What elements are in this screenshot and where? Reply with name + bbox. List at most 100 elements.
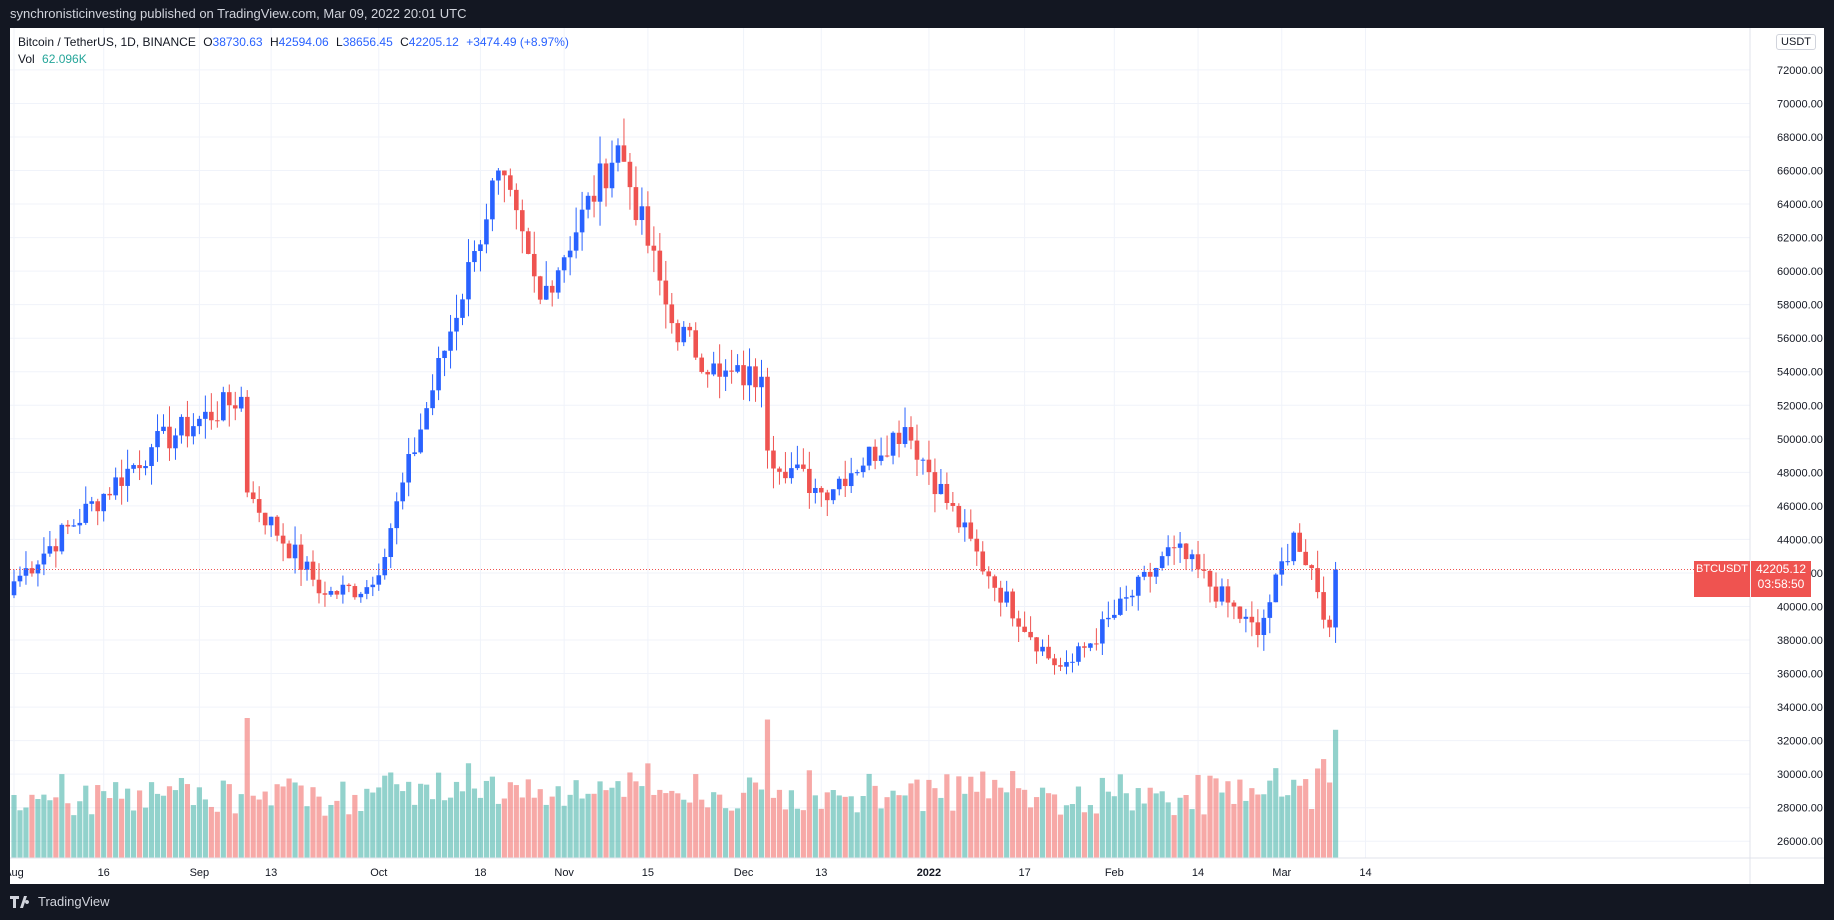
candle-body bbox=[107, 493, 112, 496]
candle-body bbox=[639, 206, 645, 221]
candle-body bbox=[627, 161, 633, 188]
candle-body bbox=[185, 416, 190, 437]
candle-body bbox=[723, 370, 728, 377]
candle-body bbox=[717, 363, 722, 377]
candle-body bbox=[256, 499, 262, 513]
candle-body bbox=[956, 505, 962, 528]
tradingview-logo[interactable]: TradingView bbox=[10, 894, 110, 909]
candle-body bbox=[1112, 614, 1117, 618]
currency-badge[interactable]: USDT bbox=[1776, 34, 1816, 50]
candle-body bbox=[735, 365, 740, 372]
candle-body bbox=[1028, 631, 1033, 638]
candle-body bbox=[645, 206, 651, 246]
legend-change: +3474.49 (+8.97%) bbox=[466, 35, 569, 49]
volume-bar bbox=[1141, 803, 1147, 858]
volume-bar bbox=[1039, 787, 1046, 858]
candle-body bbox=[1040, 646, 1045, 652]
volume-bar bbox=[1285, 795, 1291, 858]
candle-body bbox=[795, 464, 800, 469]
candle-body bbox=[1046, 646, 1051, 659]
candle-body bbox=[968, 522, 974, 539]
candle-body bbox=[543, 285, 549, 300]
volume-bar bbox=[597, 781, 603, 858]
candle-body bbox=[1195, 554, 1201, 570]
volume-bar bbox=[968, 776, 974, 858]
candle-body bbox=[777, 468, 782, 472]
volume-bar bbox=[495, 803, 501, 858]
candle-body bbox=[705, 371, 710, 375]
volume-bar bbox=[1147, 787, 1153, 858]
legend-h-label: H bbox=[269, 35, 279, 49]
candle-body bbox=[1249, 616, 1255, 623]
candle-body bbox=[657, 250, 663, 281]
candle-body bbox=[1291, 532, 1297, 562]
volume-bar bbox=[543, 804, 549, 858]
candle-body bbox=[238, 396, 244, 409]
candle-body bbox=[496, 170, 501, 181]
time-tick-label: 17 bbox=[1018, 867, 1030, 879]
candle-body bbox=[1141, 571, 1147, 577]
time-tick-label: 18 bbox=[474, 867, 486, 879]
legend-ohlc-row: Bitcoin / TetherUS, 1D, BINANCE O38730.6… bbox=[18, 34, 569, 51]
price-tick-label: 66000.00 bbox=[1777, 166, 1823, 178]
volume-bar bbox=[406, 781, 412, 858]
price-tick-label: 52000.00 bbox=[1777, 400, 1823, 412]
volume-bar bbox=[734, 808, 741, 858]
candle-body bbox=[819, 487, 824, 493]
volume-bar bbox=[1327, 782, 1333, 858]
time-tick-label: Sep bbox=[190, 867, 210, 879]
candle-body bbox=[1225, 586, 1231, 603]
candle-body bbox=[675, 323, 681, 343]
chart-panel[interactable]: 26000.00 28000.00 30000.00 32000.00 34000.00… bbox=[10, 28, 1824, 884]
candle-body bbox=[268, 516, 274, 526]
volume-bar bbox=[1183, 795, 1189, 858]
published-text: synchronisticinvesting published on Trad… bbox=[10, 6, 467, 21]
time-tick-label: Mar bbox=[1272, 867, 1291, 879]
volume-bar bbox=[932, 788, 938, 858]
volume-bar bbox=[83, 785, 89, 858]
volume-bar bbox=[322, 815, 328, 858]
candle-body bbox=[149, 447, 154, 467]
candle-body bbox=[1255, 622, 1261, 635]
candle-body bbox=[884, 455, 890, 457]
time-tick-label: 13 bbox=[265, 867, 277, 879]
candle-body bbox=[549, 285, 555, 293]
legend-vol-label[interactable]: Vol bbox=[18, 52, 35, 66]
volume-bar bbox=[824, 792, 830, 858]
volume-bar bbox=[729, 810, 735, 858]
candlestick-chart[interactable]: 26000.00 28000.00 30000.00 32000.00 34000.00… bbox=[10, 28, 1824, 884]
candle-body bbox=[699, 357, 704, 372]
volume-bar bbox=[376, 787, 382, 858]
legend-symbol[interactable]: Bitcoin / TetherUS, 1D, BINANCE bbox=[18, 35, 196, 49]
legend-low: 38656.45 bbox=[342, 35, 393, 49]
volume-bar bbox=[669, 790, 675, 858]
candle-body bbox=[1076, 646, 1081, 662]
volume-bar bbox=[818, 808, 824, 858]
candle-body bbox=[1153, 567, 1159, 577]
volume-bar bbox=[166, 786, 173, 858]
candle-body bbox=[1010, 591, 1015, 619]
volume-bar bbox=[298, 785, 304, 858]
candle-body bbox=[561, 257, 567, 271]
volume-bar bbox=[920, 811, 926, 858]
volume-bar bbox=[310, 787, 316, 858]
published-header: synchronisticinvesting published on Trad… bbox=[0, 0, 1834, 28]
volume-bar bbox=[633, 781, 639, 858]
candle-body bbox=[442, 350, 447, 359]
candle-body bbox=[1094, 643, 1099, 645]
volume-bar bbox=[579, 798, 585, 858]
volume-bar bbox=[651, 794, 657, 858]
time-tick-label: 14 bbox=[1359, 867, 1371, 879]
candle-body bbox=[681, 326, 687, 343]
candle-body bbox=[1297, 532, 1302, 552]
candle-body bbox=[950, 503, 956, 506]
volume-bar bbox=[770, 797, 777, 858]
volume-bar bbox=[382, 775, 388, 858]
volume-bar bbox=[238, 794, 244, 858]
volume-bar bbox=[29, 794, 35, 858]
volume-bar bbox=[1231, 803, 1237, 858]
volume-bar bbox=[394, 784, 400, 858]
volume-bar bbox=[418, 783, 424, 858]
candle-body bbox=[992, 576, 998, 588]
volume-bar bbox=[1309, 809, 1315, 858]
